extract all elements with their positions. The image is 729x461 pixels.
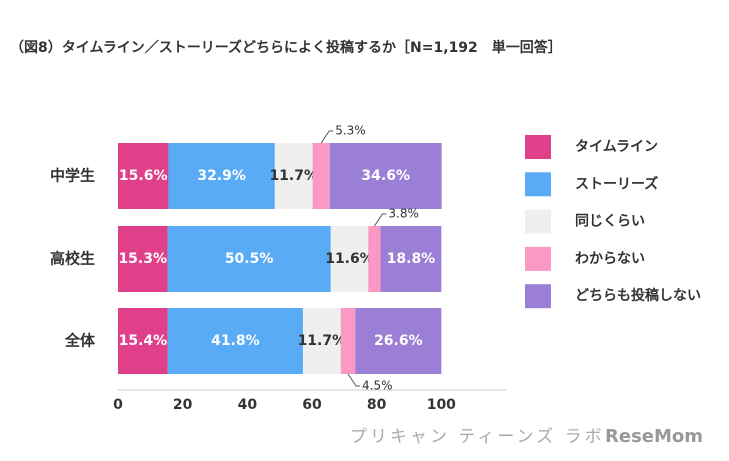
bar-segment [118, 143, 169, 209]
category-label: 中学生 [50, 167, 95, 185]
legend-label: どちらも投稿しない [575, 287, 701, 304]
bar-segment [167, 226, 331, 292]
x-tick-label: 80 [367, 397, 387, 413]
category-label: 全体 [64, 332, 96, 350]
legend-swatch [525, 284, 551, 309]
x-tick-label: 0 [113, 397, 123, 413]
legend-label: ストーリーズ [575, 175, 658, 192]
value-label: 32.9% [197, 168, 246, 184]
value-label: 18.8% [387, 251, 436, 267]
legend-swatch [525, 209, 551, 234]
source-watermark: ReseMom [605, 426, 703, 447]
x-tick-label: 20 [173, 397, 193, 413]
x-tick-label: 100 [427, 397, 456, 413]
bar-segment [118, 308, 168, 374]
value-label: 4.5% [362, 379, 393, 393]
bar-segment [380, 226, 442, 292]
value-label: 34.6% [361, 168, 410, 184]
value-label: 50.5% [225, 251, 274, 267]
bar-segment [312, 143, 330, 209]
legend-label: タイムライン [575, 139, 658, 155]
bar-segment [118, 226, 168, 292]
value-label: 5.3% [335, 124, 366, 138]
value-label: 11.7% [298, 333, 347, 349]
bar-segment [274, 143, 313, 209]
bar-segment [167, 308, 303, 374]
value-label: 15.4% [119, 333, 168, 349]
leader-line [320, 130, 334, 144]
value-label: 15.3% [118, 251, 167, 267]
x-tick-label: 40 [238, 397, 258, 413]
value-label: 3.8% [388, 207, 419, 221]
bar-segment [330, 226, 369, 292]
chart-title: （図8）タイムライン／ストーリーズどちらによく投稿するか［N=1,192 単一回… [10, 39, 562, 56]
legend-swatch [525, 246, 551, 271]
bar-segment [355, 308, 442, 374]
bar-segment [168, 143, 275, 209]
legend-label: 同じくらい [575, 214, 645, 230]
leader-line [373, 213, 387, 227]
value-label: 26.6% [374, 333, 423, 349]
value-label: 11.7% [269, 168, 318, 184]
legend-swatch [525, 135, 551, 159]
leader-line [347, 373, 361, 387]
value-label: 11.6% [325, 251, 374, 267]
bar-segment [302, 308, 341, 374]
legend-swatch [525, 172, 551, 197]
x-tick-label: 60 [302, 397, 322, 413]
legend-label: わからない [575, 251, 645, 267]
value-label: 41.8% [211, 333, 260, 349]
brand-watermark: プリキャン ティーンズ ラボ [350, 427, 605, 447]
value-label: 15.6% [119, 168, 168, 184]
category-label: 高校生 [50, 250, 95, 268]
bar-segment [368, 226, 381, 292]
bar-segment [329, 143, 442, 209]
bar-segment [340, 308, 356, 374]
